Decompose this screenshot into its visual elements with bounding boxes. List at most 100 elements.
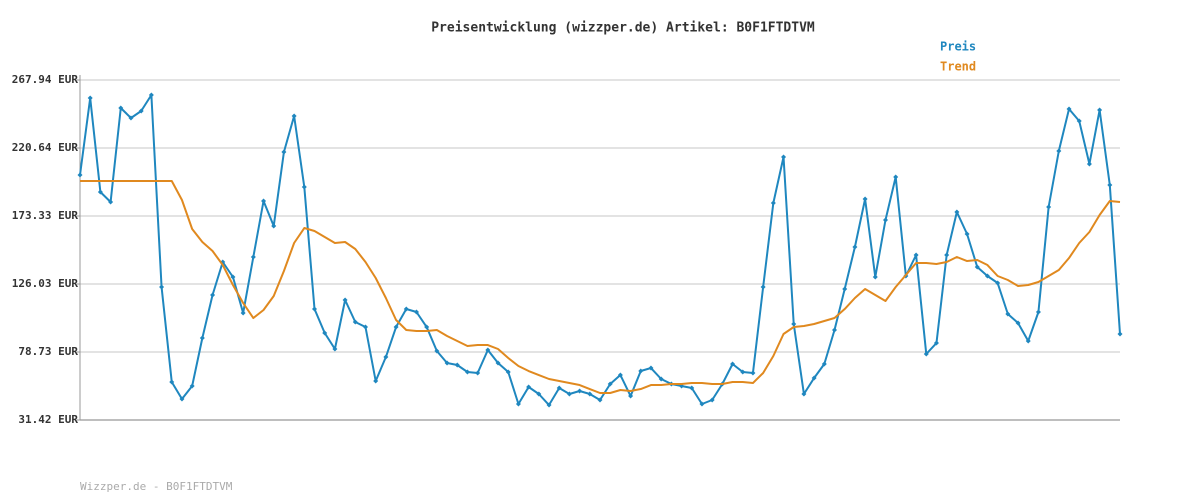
marker [821, 361, 827, 367]
marker [628, 393, 634, 399]
legend-label: Trend [940, 60, 976, 74]
marker [617, 372, 623, 378]
marker [148, 92, 154, 98]
marker [791, 321, 797, 327]
marker [944, 252, 950, 258]
marker [587, 391, 593, 397]
marker [760, 284, 766, 290]
marker [526, 384, 532, 390]
marker [373, 378, 379, 384]
marker [577, 388, 583, 394]
marker [118, 105, 124, 111]
marker [77, 172, 83, 178]
marker [495, 360, 501, 366]
y-tick-label: 78.73 EUR [18, 345, 78, 358]
marker [199, 335, 205, 341]
marker [434, 348, 440, 354]
marker [607, 381, 613, 387]
marker [1107, 182, 1113, 188]
marker [1117, 331, 1123, 337]
marker [138, 108, 144, 114]
marker [332, 346, 338, 352]
marker [740, 369, 746, 375]
marker [658, 376, 664, 382]
chart-title: Preisentwicklung (wizzper.de) Artikel: B… [431, 21, 815, 36]
marker [811, 375, 817, 381]
y-tick-label: 173.33 EUR [12, 209, 79, 222]
marker [291, 113, 297, 119]
marker [342, 297, 348, 303]
marker [648, 365, 654, 371]
marker [505, 369, 511, 375]
marker [709, 397, 715, 403]
marker [1066, 106, 1072, 112]
footer: Wizzper.de - B0F1FTDTVM [80, 480, 233, 493]
marker [995, 280, 1001, 286]
marker [730, 361, 736, 367]
marker [1015, 320, 1021, 326]
marker [882, 217, 888, 223]
marker [362, 324, 368, 330]
y-tick-label: 267.94 EUR [12, 73, 79, 86]
marker [597, 397, 603, 403]
marker [108, 199, 114, 205]
marker [770, 200, 776, 206]
marker [281, 149, 287, 155]
marker [301, 184, 307, 190]
marker [179, 396, 185, 402]
marker [1056, 148, 1062, 154]
marker [210, 292, 216, 298]
marker [485, 347, 491, 353]
marker [271, 223, 277, 229]
marker [1076, 118, 1082, 124]
marker [638, 368, 644, 374]
marker [1046, 204, 1052, 210]
marker [750, 370, 756, 376]
marker [984, 273, 990, 279]
marker [832, 327, 838, 333]
marker [424, 324, 430, 330]
marker [872, 274, 878, 280]
y-tick-label: 126.03 EUR [12, 277, 79, 290]
marker [444, 360, 450, 366]
marker [974, 264, 980, 270]
marker [566, 391, 572, 397]
marker [352, 319, 358, 325]
marker [475, 370, 481, 376]
marker [842, 286, 848, 292]
marker [159, 284, 165, 290]
y-tick-label: 220.64 EUR [12, 141, 79, 154]
marker [261, 198, 267, 204]
marker [556, 385, 562, 391]
marker [699, 401, 705, 407]
marker [801, 391, 807, 397]
marker [383, 354, 389, 360]
y-tick-label: 31.42 EUR [18, 413, 78, 426]
marker [1086, 161, 1092, 167]
marker [413, 309, 419, 315]
marker [536, 391, 542, 397]
marker [913, 252, 919, 258]
marker [97, 189, 103, 195]
marker [546, 402, 552, 408]
marker [852, 244, 858, 250]
marker [454, 362, 460, 368]
marker [1005, 311, 1011, 317]
line-0 [79, 93, 1121, 407]
marker [1035, 309, 1041, 315]
marker [230, 274, 236, 280]
marker [1097, 107, 1103, 113]
marker [464, 369, 470, 375]
marker [250, 254, 256, 260]
marker [964, 231, 970, 237]
marker [240, 310, 246, 316]
marker [1025, 338, 1031, 344]
marker [923, 351, 929, 357]
marker [403, 306, 409, 312]
marker [933, 340, 939, 346]
legend-label: Preis [940, 40, 976, 54]
marker [128, 115, 134, 121]
marker [954, 209, 960, 215]
marker [781, 154, 787, 160]
